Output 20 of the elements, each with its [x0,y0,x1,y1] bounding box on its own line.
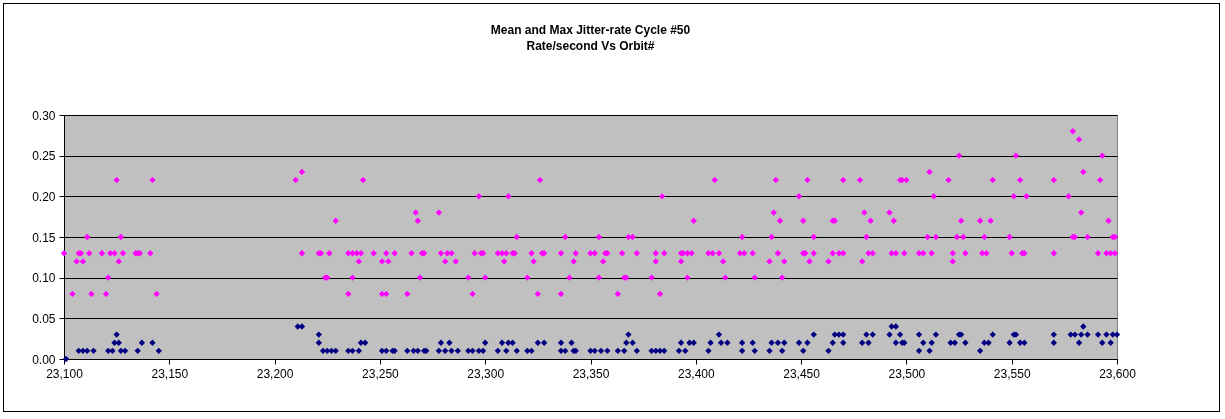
x-tick-label: 23,550 [993,366,1031,381]
y-tick-label: 0.25 [32,149,56,164]
x-tick-label: 23,150 [151,366,189,381]
chart-title: Mean and Max Jitter-rate Cycle #50 [490,23,691,37]
x-tick-label: 23,300 [467,366,505,381]
y-tick-label: 0.10 [32,271,56,286]
y-tick-label: 0.20 [32,189,56,204]
x-tick-label: 23,450 [783,366,821,381]
x-tick-label: 23,100 [46,366,84,381]
y-tick-label: 0.30 [32,108,56,123]
x-tick-label: 23,200 [256,366,294,381]
x-tick-label: 23,400 [677,366,715,381]
x-tick-label: 23,350 [572,366,610,381]
x-tick-label: 23,600 [1099,366,1137,381]
chart-subtitle: Rate/second Vs Orbit# [526,39,655,53]
y-tick-label: 0.05 [32,311,56,326]
x-tick-label: 23,500 [888,366,926,381]
y-tick-label: 0.00 [32,352,56,367]
y-tick-label: 0.15 [32,230,56,245]
x-tick-label: 23,250 [362,366,400,381]
